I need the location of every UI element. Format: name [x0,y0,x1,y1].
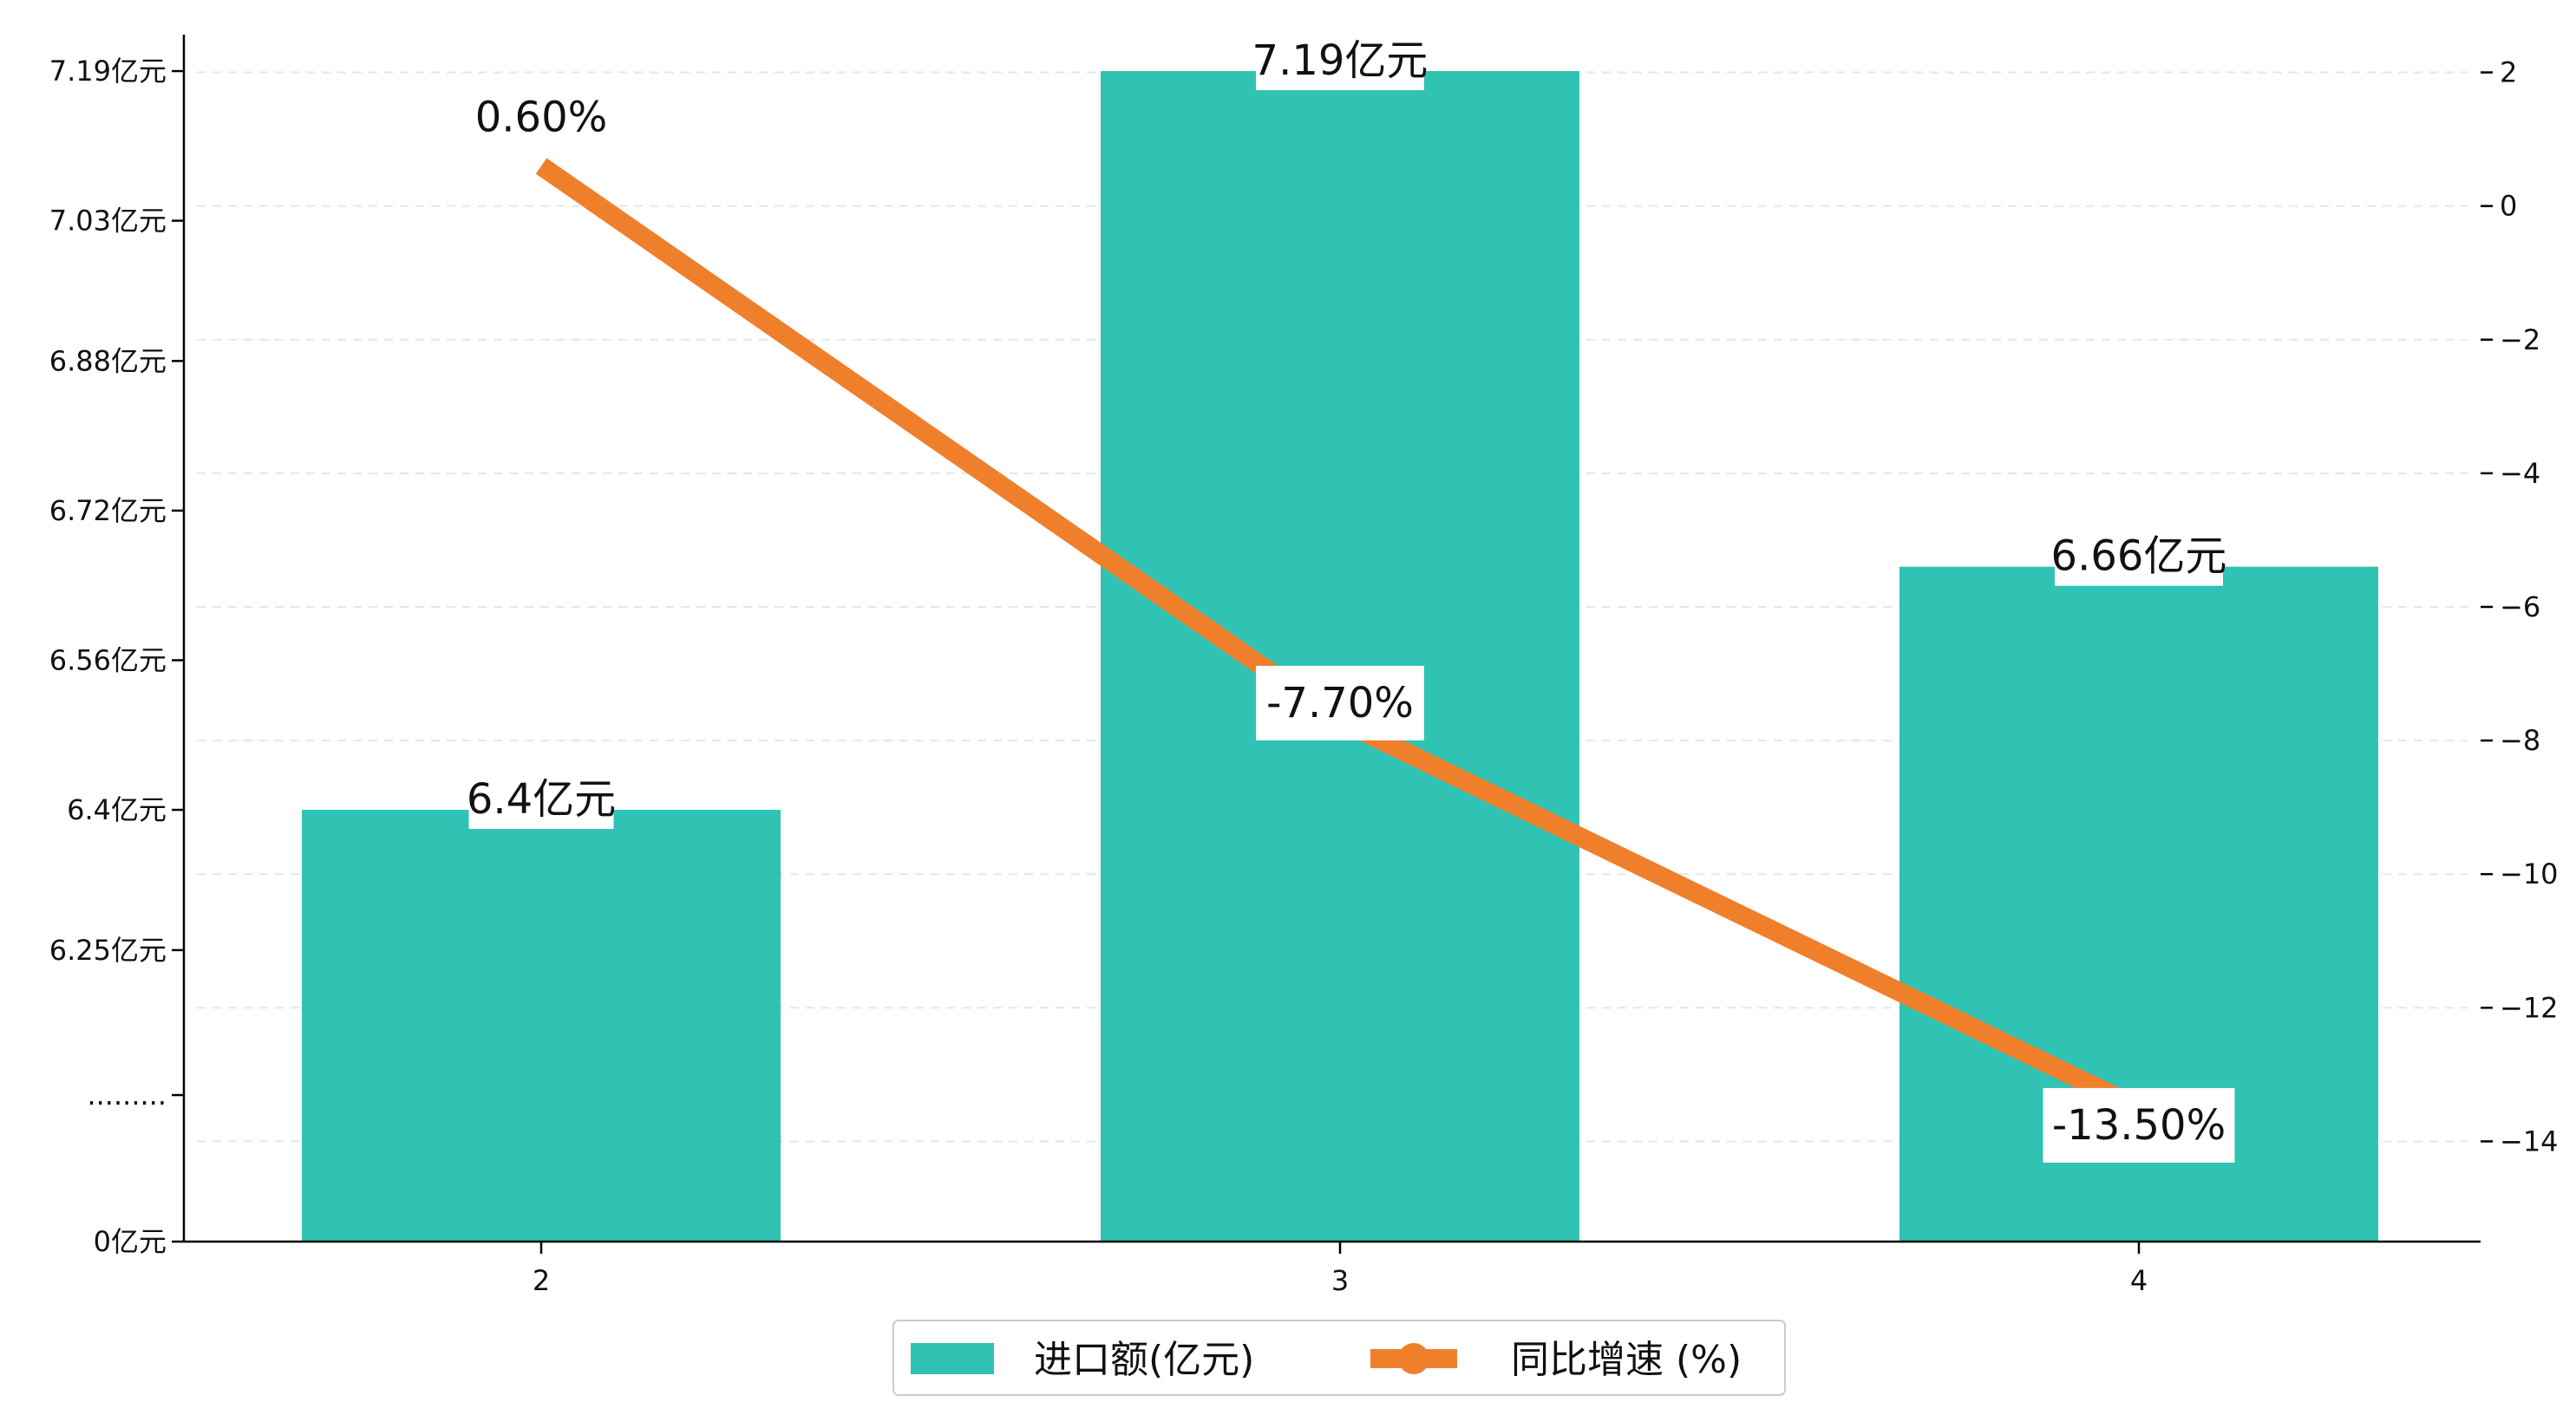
right-tick-label: −4 [2500,457,2540,490]
right-tick-label: −14 [2500,1125,2559,1157]
bar-value-label-4: 6.66亿元 [2051,526,2227,586]
legend-line-label: 同比增速 (%) [1511,1338,1742,1382]
legend: 进口额(亿元) 同比增速 (%) [892,1320,1786,1396]
bar-value-label-4-box [2055,526,2223,586]
right-tick-label: −6 [2500,590,2540,623]
line-value-label-2-text: 0.60% [475,93,607,141]
right-tick-label: −2 [2500,323,2540,356]
left-tick-label: 0亿元 [94,1225,167,1258]
left-tick-label: 7.03亿元 [49,205,167,238]
bar-value-label-2-text: 6.4亿元 [467,775,616,824]
x-tick-label: 3 [1331,1264,1349,1297]
legend-bar-swatch [911,1343,994,1374]
left-tick-label: 6.56亿元 [49,643,167,676]
x-tick-label: 4 [2130,1264,2148,1297]
bar-value-label-2-box [468,770,614,830]
left-tick-label: 6.4亿元 [67,793,167,826]
line-value-label-4-box [2043,1087,2235,1163]
axes: 0亿元......... 6.25亿元 6.4亿元 6.56亿元 6.72亿元 6.88亿… [49,35,2559,1297]
left-tick-label: 6.25亿元 [49,934,167,967]
right-tick-label: 2 [2500,56,2517,89]
line-value-label-2: 0.60% [468,80,614,155]
bar-value-label-3-text: 7.19亿元 [1252,36,1429,85]
bar-value-label-3-box [1256,31,1424,90]
bar-2 [302,810,781,1242]
left-tick-label: 6.72亿元 [49,494,167,527]
line-value-label-4-text: -13.50% [2052,1101,2226,1150]
bar-value-label-3: 7.19亿元 [1252,31,1429,90]
left-tick-label: 7.19亿元 [49,55,167,88]
data-labels: 6.4亿元 7.19亿元 6.66亿元 0.60% -7.70% -13.50% [467,31,2235,1163]
legend-box [892,1320,1786,1396]
right-tick-label: −10 [2500,857,2559,890]
right-tick-label: 0 [2500,190,2517,223]
legend-line-marker [1398,1343,1429,1374]
legend-bar-label: 进口额(亿元) [1034,1338,1254,1382]
right-tick-label: −8 [2500,724,2540,757]
bar-value-label-4-text: 6.66亿元 [2051,532,2227,581]
left-tick-label: ......... [87,1079,167,1112]
x-tick-label: 2 [533,1264,550,1297]
line-value-label-3-text: -7.70% [1266,679,1414,727]
line-value-label-2-box [468,80,614,155]
right-tick-label: −12 [2500,991,2559,1024]
line-value-label-3-box [1256,665,1424,740]
line-value-label-4: -13.50% [2043,1087,2235,1163]
bar-3 [1101,71,1579,1242]
left-tick-label: 6.88亿元 [49,344,167,377]
line-value-label-3: -7.70% [1256,665,1424,740]
bar-value-label-2: 6.4亿元 [467,770,616,830]
